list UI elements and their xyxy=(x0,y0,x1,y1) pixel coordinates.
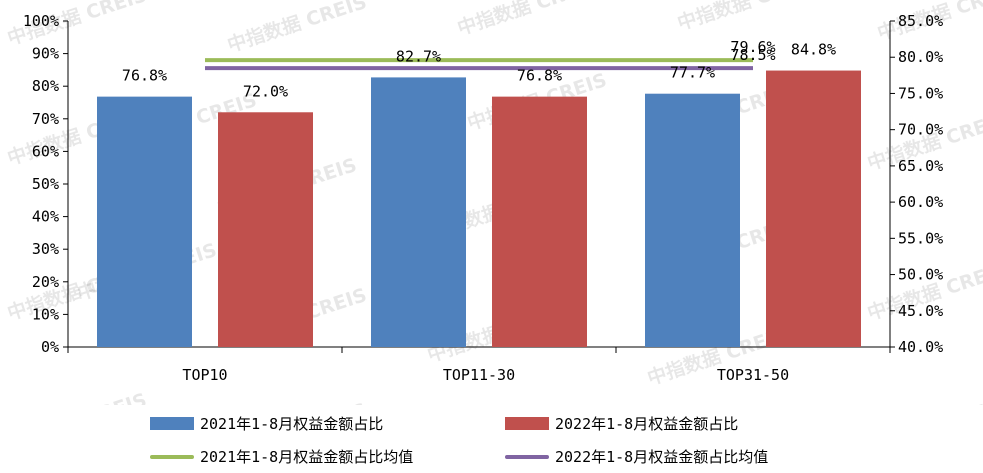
left-tick-label: 40% xyxy=(32,208,59,226)
bar-data-label: 76.8% xyxy=(122,67,167,85)
right-tick-label: 70.0% xyxy=(898,121,943,139)
bar xyxy=(371,77,466,347)
legend-row-1: 2021年1-8月权益金额占比 2022年1-8月权益金额占比 xyxy=(150,407,870,440)
watermark-text: 中指数据 CREIS xyxy=(864,393,983,405)
left-tick-label: 70% xyxy=(32,110,59,128)
bar-data-label: 82.7% xyxy=(396,47,441,65)
chart: 中指数据 CREIS 中指数据 CREIS 中指数据 CREIS 中指数据 CREIS… xyxy=(4,0,983,405)
right-tick-label: 80.0% xyxy=(898,48,943,66)
line-data-label: 78.5% xyxy=(730,46,775,64)
legend-item-2022-avg: 2022年1-8月权益金额占比均值 xyxy=(505,446,860,467)
legend-swatch-2021-avg xyxy=(150,454,194,459)
line-data-label: 79.6% xyxy=(730,38,775,56)
left-tick-label: 30% xyxy=(32,240,59,258)
bar xyxy=(645,93,740,347)
bar-data-label: 84.8% xyxy=(791,41,836,59)
bar xyxy=(766,70,861,347)
watermark-text: 中指数据 CREIS xyxy=(454,0,599,40)
legend-label-2021-avg: 2021年1-8月权益金额占比均值 xyxy=(200,448,414,466)
right-tick-label: 45.0% xyxy=(898,302,943,320)
x-category-label: TOP10 xyxy=(182,366,227,384)
right-tick-label: 40.0% xyxy=(898,338,943,356)
legend-item-2021-bar: 2021年1-8月权益金额占比 xyxy=(150,413,505,434)
legend-item-2022-bar: 2022年1-8月权益金额占比 xyxy=(505,413,860,434)
left-tick-label: 100% xyxy=(23,12,59,30)
legend-row-2: 2021年1-8月权益金额占比均值 2022年1-8月权益金额占比均值 xyxy=(150,440,870,473)
bar-data-label: 77.7% xyxy=(670,64,715,82)
x-category-label: TOP31-50 xyxy=(717,366,789,384)
bar-data-label: 72.0% xyxy=(243,82,288,100)
legend-swatch-2022-bar xyxy=(505,417,549,430)
watermark-text: 中指数据 CREIS xyxy=(4,388,149,405)
average-lines xyxy=(205,58,753,71)
legend: 2021年1-8月权益金额占比 2022年1-8月权益金额占比 2021年1-8… xyxy=(150,407,870,473)
legend-swatch-2021-bar xyxy=(150,417,194,430)
x-category-label: TOP11-30 xyxy=(443,366,515,384)
left-tick-label: 20% xyxy=(32,273,59,291)
bar-data-label: 76.8% xyxy=(517,67,562,85)
left-tick-label: 60% xyxy=(32,142,59,160)
bar xyxy=(218,112,313,347)
legend-label-2021-bar: 2021年1-8月权益金额占比 xyxy=(200,415,384,433)
right-tick-label: 50.0% xyxy=(898,266,943,284)
watermark-text: 中指数据 CREIS xyxy=(674,0,819,35)
right-tick-label: 75.0% xyxy=(898,84,943,102)
left-tick-label: 80% xyxy=(32,77,59,95)
watermark-text: 中指数据 CREIS xyxy=(224,0,369,57)
left-tick-label: 0% xyxy=(41,338,59,356)
right-tick-label: 60.0% xyxy=(898,193,943,211)
left-tick-label: 90% xyxy=(32,45,59,63)
legend-swatch-2022-avg xyxy=(505,454,549,459)
bar xyxy=(97,96,192,347)
left-tick-label: 50% xyxy=(32,175,59,193)
data-labels: 76.8% 82.7% 77.7% 72.0% 76.8% 84.8% 79.6%78.5% xyxy=(122,38,836,100)
bar xyxy=(492,96,587,347)
right-tick-label: 85.0% xyxy=(898,12,943,30)
right-tick-label: 65.0% xyxy=(898,157,943,175)
right-tick-label: 55.0% xyxy=(898,229,943,247)
axes: 0% 10% 20% 30% 40% 50% 60% 70% 80% 90% 100% 40.0% 45… xyxy=(23,12,943,384)
legend-label-2022-bar: 2022年1-8月权益金额占比 xyxy=(555,415,739,433)
watermark-text: 中指数据 CREIS xyxy=(224,398,369,405)
bars xyxy=(97,70,861,347)
left-tick-label: 10% xyxy=(32,305,59,323)
legend-label-2022-avg: 2022年1-8月权益金额占比均值 xyxy=(555,448,769,466)
legend-item-2021-avg: 2021年1-8月权益金额占比均值 xyxy=(150,446,505,467)
